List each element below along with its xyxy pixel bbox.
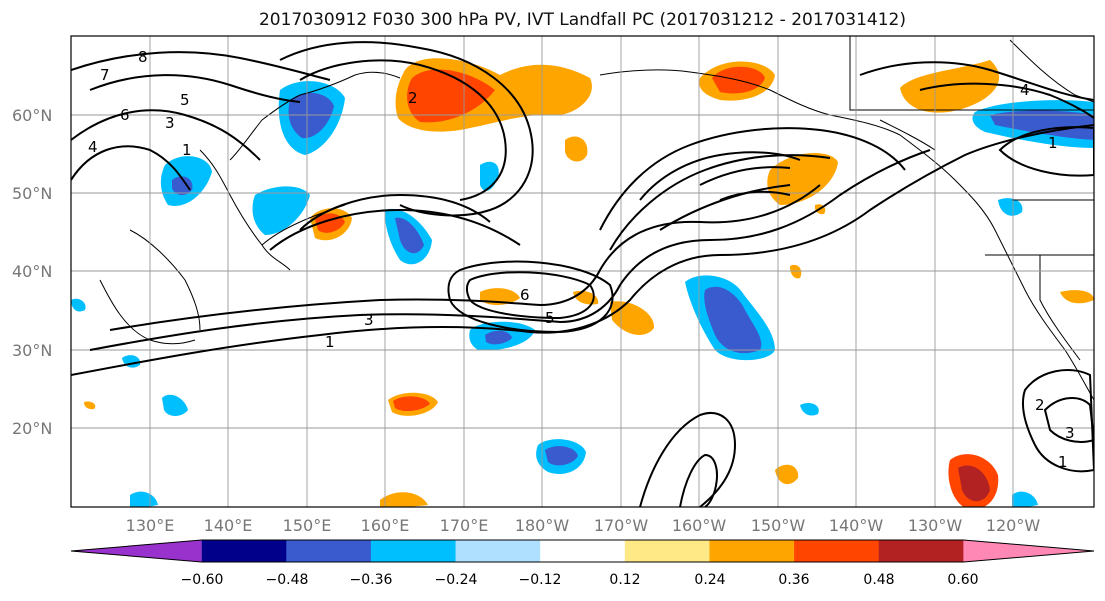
contour-label: 6 [520,286,530,304]
lat-label: 40°N [12,262,52,281]
negative-anomaly-core [704,286,762,354]
contour-label: 7 [100,66,110,84]
lat-label: 50°N [12,184,52,203]
negative-anomaly-core [545,446,578,466]
lon-label: 180°W [515,516,570,535]
contour-label: 2 [1035,396,1045,414]
colorbar-segment [624,540,710,562]
lon-label: 170°W [594,516,649,535]
lon-label: 170°E [440,516,489,535]
colorbar-tick-labels: −0.60 −0.48 −0.36 −0.24 −0.12 0.12 0.24 … [181,572,979,588]
figure-title: 2017030912 F030 300 hPa PV, IVT Landfall… [258,10,906,30]
colorbar-extend-min [71,540,202,562]
colorbar-tick: 0.48 [863,572,894,588]
negative-anomaly-core [288,92,334,139]
positive-anomaly [767,152,838,205]
negative-anomaly-core [990,110,1094,140]
negative-anomaly [130,491,158,507]
positive-anomaly-core [407,69,495,123]
colorbar-tick: 0.36 [778,572,809,588]
lon-label: 150°W [751,516,806,535]
colorbar-segment [878,540,964,562]
colorbar-tick: 0.12 [609,572,640,588]
colorbar-tick: −0.12 [519,572,562,588]
negative-anomaly [998,198,1023,216]
lat-label: 30°N [12,341,52,360]
colorbar [70,539,1095,563]
positive-anomaly [900,60,1000,113]
colorbar-outline [70,539,1095,563]
negative-anomaly-core [485,330,512,345]
colorbar-segment [540,540,626,562]
map-frame [70,35,1095,508]
lon-label: 140°W [829,516,884,535]
negative-anomaly-core [395,217,424,254]
positive-anomaly [380,492,428,507]
colorbar-segment [201,540,287,562]
colorbar-extend-max [963,540,1094,562]
contour-label: 6 [120,106,130,124]
colorbar-segment [286,540,372,562]
colorbar-segment [370,540,457,562]
lon-label: 140°E [204,516,253,535]
colorbar-tick: −0.60 [181,572,224,588]
lon-label: 120°W [986,516,1041,535]
positive-anomaly-core [393,396,430,412]
contour-label: 3 [1065,424,1075,442]
contour-label: 3 [364,311,374,329]
lon-label: 160°E [361,516,410,535]
positive-anomaly [1060,290,1094,304]
longitude-labels: 130°E 140°E 150°E 160°E 170°E 180°W 170°… [126,516,1041,535]
contour-label: 1 [325,333,335,351]
contour-label: 5 [545,309,555,327]
negative-anomaly-core [172,176,193,196]
contour-label: 4 [88,138,98,156]
contour-label: 5 [180,91,190,109]
colorbar-segment [794,540,880,562]
negative-anomaly [252,186,310,235]
latitude-labels: 60°N 50°N 40°N 30°N 20°N [12,106,52,438]
lon-label: 130°E [126,516,175,535]
contour-label: 1 [1048,134,1058,152]
contour-label: 8 [138,48,148,66]
positive-anomaly [565,136,588,162]
contour-labels: 1 3 5 6 7 8 1 2 3 4 6 5 4 1 1 2 3 [88,48,1075,471]
colorbar-segment [455,540,541,562]
positive-anomaly [84,401,96,410]
positive-anomaly [775,464,799,485]
contour-label: 1 [182,141,192,159]
negative-anomaly [162,394,188,416]
lat-label: 60°N [12,106,52,125]
contour-label: 1 [1058,453,1068,471]
lon-label: 150°E [283,516,332,535]
negative-anomaly [800,403,819,416]
lon-label: 160°W [672,516,727,535]
contour-label: 4 [1020,81,1030,99]
colorbar-tick: −0.48 [266,572,309,588]
contour-label: 3 [165,114,175,132]
negative-anomaly [71,298,86,312]
positive-anomaly [790,264,802,279]
negative-anomaly [1012,491,1038,507]
colorbar-segment [709,540,795,562]
positive-anomaly-core [958,465,990,502]
colorbar-tick: 0.24 [694,572,725,588]
lon-label: 130°W [908,516,963,535]
lat-label: 20°N [12,419,52,438]
colorbar-tick: −0.36 [350,572,393,588]
colorbar-tick: −0.24 [435,572,478,588]
colorbar-tick: 0.60 [947,572,978,588]
pv-contours [71,41,1094,507]
contour-label: 2 [408,89,418,107]
